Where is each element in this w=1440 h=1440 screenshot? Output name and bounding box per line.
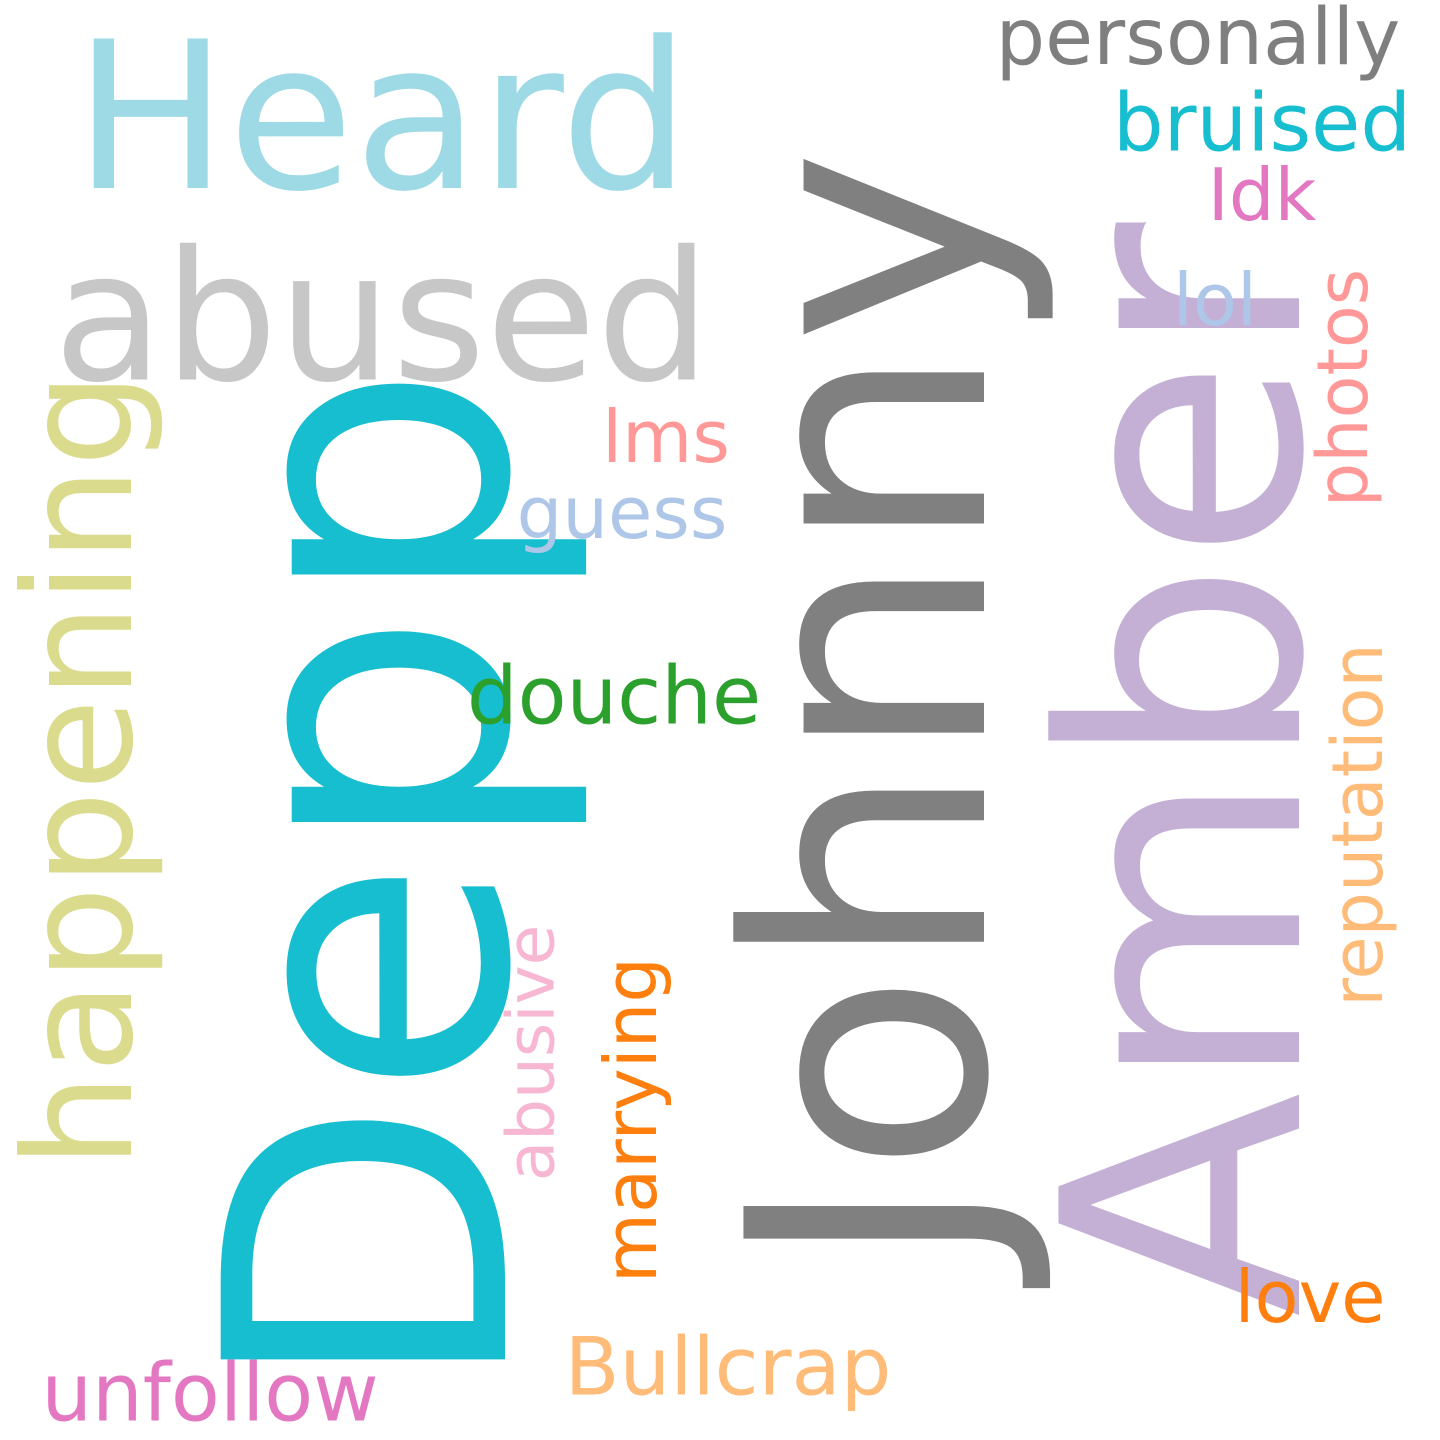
word-marrying: marrying: [589, 957, 673, 1283]
word-lms: lms: [602, 395, 730, 479]
word-bullcrap: Bullcrap: [565, 1321, 892, 1414]
word-douche: douche: [467, 650, 761, 743]
word-happening: happening: [0, 372, 167, 1169]
word-photos: photos: [1302, 269, 1384, 507]
word-abused: abused: [53, 214, 710, 423]
word-reputation: reputation: [1317, 643, 1399, 1007]
word-guess: guess: [517, 471, 728, 555]
word-unfollow: unfollow: [41, 1347, 378, 1440]
word-heard: Heard: [74, 0, 691, 237]
word-love: love: [1235, 1255, 1386, 1339]
word-lol: lol: [1173, 258, 1257, 342]
word-abusive: abusive: [493, 925, 570, 1182]
word-idk: Idk: [1208, 153, 1317, 237]
word-personally: personally: [996, 0, 1401, 83]
